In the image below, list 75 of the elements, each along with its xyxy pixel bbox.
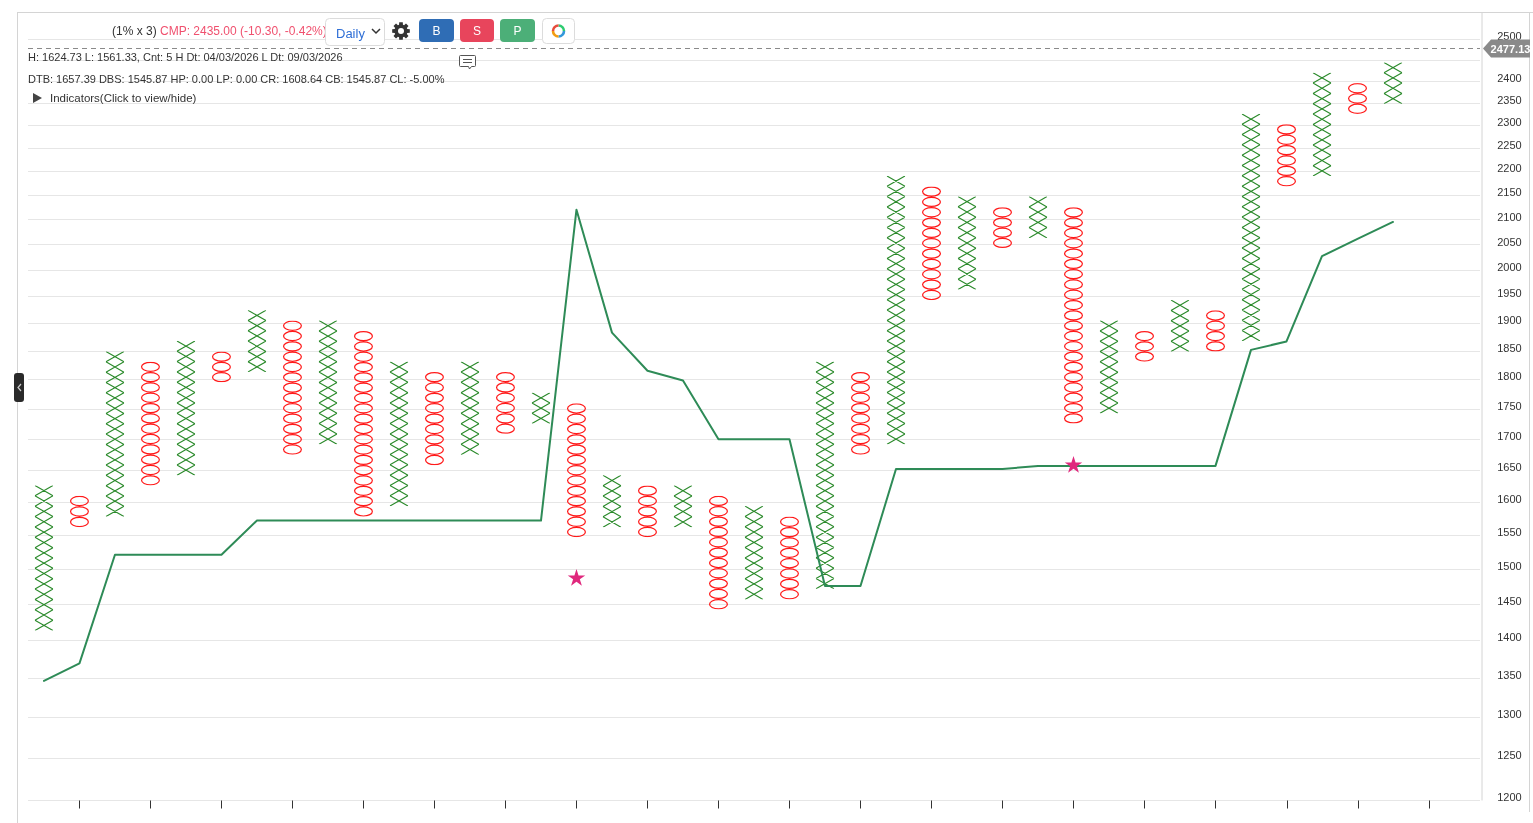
y-tick-label: 2100 (1497, 210, 1522, 223)
annotation: Daily (336, 26, 366, 41)
y-tick-label: 1850 (1497, 342, 1522, 355)
y-tick-label: 2050 (1497, 235, 1522, 248)
bar (744, 506, 764, 600)
bar (921, 186, 941, 301)
y-tick-label: 1400 (1497, 631, 1522, 644)
bar (815, 361, 835, 589)
bar (105, 351, 125, 517)
bar (850, 371, 870, 455)
y-tick-label: 2300 (1497, 116, 1522, 129)
bar (1099, 320, 1119, 414)
bar (992, 207, 1012, 249)
bar (886, 175, 906, 445)
y-tick-label: 1200 (1497, 791, 1522, 804)
bar (495, 371, 515, 434)
bar (1348, 83, 1367, 114)
bar (353, 330, 373, 517)
bar (1383, 62, 1403, 104)
annotation: Indicators(Click to view/hide) (50, 92, 197, 104)
bar (1063, 207, 1083, 424)
y-tick-label: 1500 (1497, 559, 1522, 572)
bar (69, 495, 89, 528)
y-tick-label: 2350 (1497, 93, 1522, 106)
bar (176, 340, 196, 476)
bar (1312, 72, 1332, 176)
bar (389, 361, 409, 507)
bar (1135, 330, 1154, 362)
bar (460, 361, 480, 455)
bar (637, 485, 657, 538)
bar (1277, 124, 1296, 187)
y-tick-label: 2200 (1497, 162, 1522, 175)
y-tick-label: 1450 (1497, 594, 1522, 607)
y-tick-label: 1350 (1497, 668, 1522, 681)
y-tick-label: 1950 (1497, 287, 1522, 300)
bar (1241, 113, 1261, 341)
y-tick-label: 2400 (1497, 72, 1522, 85)
line-series (42, 208, 1394, 682)
y-tick-label: 1650 (1497, 460, 1522, 473)
y-tick-label: 2150 (1497, 186, 1522, 199)
bar (602, 475, 622, 528)
y-tick-label: 1800 (1497, 370, 1522, 383)
y-tick-label: 1900 (1497, 314, 1522, 327)
bar (779, 516, 799, 600)
y-tick-label: 1750 (1497, 399, 1522, 412)
y-tick-label: 1550 (1497, 525, 1522, 538)
bar (673, 485, 693, 528)
bar (1028, 196, 1048, 238)
y-tick-label: 2000 (1497, 261, 1522, 274)
annotation: DTB: 1657.39 DBS: 1545.87 HP: 0.00 LP: 0.00 CR: 1608.64 CB: 1545.87 CL: -5.00% (28, 73, 445, 85)
bar (282, 320, 302, 455)
annotation: S (472, 24, 482, 38)
y-tick-label: 1300 (1497, 708, 1522, 721)
bar (1206, 310, 1225, 352)
bar (1170, 300, 1190, 352)
bar (34, 485, 54, 631)
bar (318, 320, 338, 445)
y-tick-label: 2250 (1497, 138, 1522, 151)
bar (247, 310, 267, 372)
bar (531, 392, 551, 424)
bar (424, 371, 444, 466)
bar (140, 361, 160, 486)
annotation: B (432, 24, 441, 38)
y-tick-label: 1250 (1497, 748, 1522, 761)
ref-line-label: 2477.13 (1490, 42, 1531, 55)
annotation: (1% x 3) (112, 24, 157, 38)
annotation: P (513, 24, 522, 38)
bar (211, 351, 231, 383)
bar (566, 403, 586, 538)
bar (708, 495, 728, 610)
y-tick-label: 2500 (1497, 29, 1522, 42)
annotation: H: 1624.73 L: 1561.33, Cnt: 5 H Dt: 04/03/2026 L Dt: 09/03/2026 (28, 51, 343, 63)
bar (957, 196, 977, 290)
y-tick-label: 1700 (1497, 429, 1522, 442)
y-tick-label: 1600 (1497, 492, 1522, 505)
